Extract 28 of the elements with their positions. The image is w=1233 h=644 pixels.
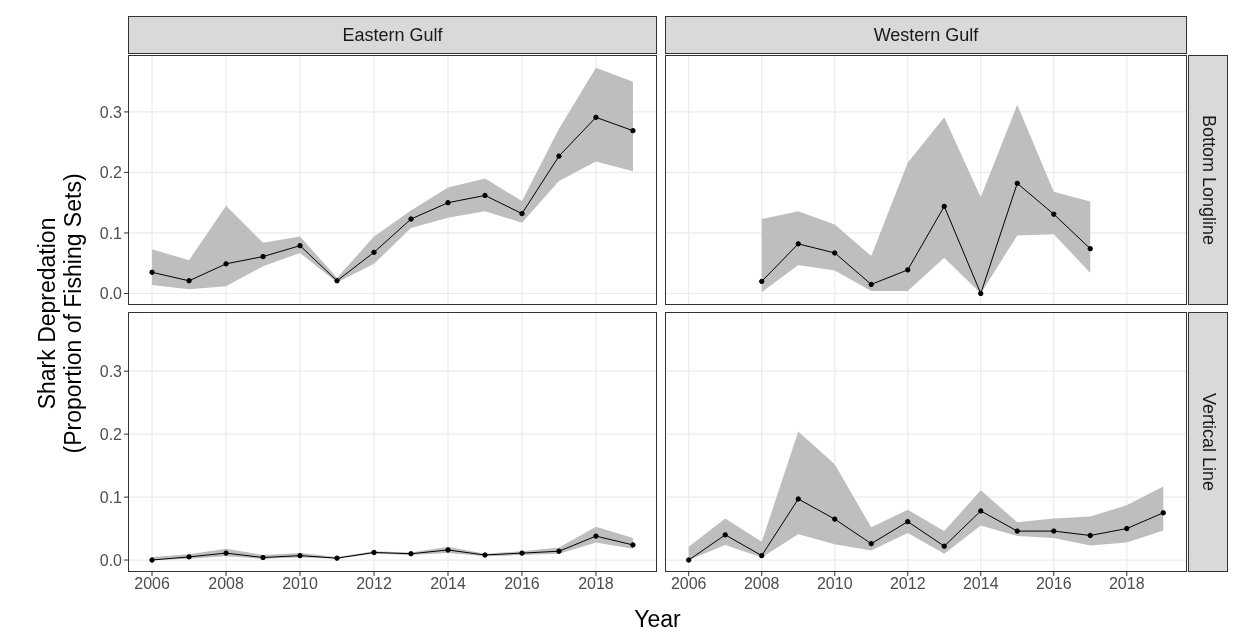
x-tick-label: 2016 bbox=[1035, 575, 1072, 593]
y-tick-label: 0.2 bbox=[99, 164, 123, 182]
x-tick-label: 2018 bbox=[1108, 575, 1145, 593]
chart-title: Western Gulf bbox=[665, 16, 1187, 54]
y2-axis-title: Vertical Line bbox=[1188, 312, 1228, 572]
y-tick-label: 0.1 bbox=[99, 224, 123, 242]
x-tick-label: 2008 bbox=[743, 575, 780, 593]
x-tick-label: 2016 bbox=[504, 575, 540, 593]
y-tick-label: 0.0 bbox=[99, 285, 123, 303]
x-tick-label: 2018 bbox=[578, 575, 614, 593]
x-tick-label: 2010 bbox=[282, 575, 318, 593]
x-tick-label: 2012 bbox=[356, 575, 392, 593]
y2-axis-title: Bottom Longline bbox=[1188, 55, 1228, 305]
x-axis-title: Year bbox=[633, 606, 682, 633]
x-tick-label: 2014 bbox=[430, 575, 466, 593]
chart-title: Eastern Gulf bbox=[128, 16, 657, 54]
y-tick-label: 0.3 bbox=[99, 103, 123, 121]
y-axis-title: Shark Depredation (Proportion of Fishing Sets) bbox=[33, 173, 87, 454]
x-tick-label: 2010 bbox=[816, 575, 853, 593]
x-tick-label: 2008 bbox=[208, 575, 244, 593]
x-tick-label: 2014 bbox=[962, 575, 999, 593]
x-tick-label: 2012 bbox=[889, 575, 926, 593]
y-tick-label: 0.3 bbox=[99, 362, 123, 380]
y-tick-label: 0.1 bbox=[99, 488, 123, 506]
y-tick-label: 0.2 bbox=[99, 425, 123, 443]
x-tick-label: 2006 bbox=[134, 575, 170, 593]
y-tick-label: 0.0 bbox=[99, 551, 123, 569]
x-tick-label: 2006 bbox=[670, 575, 707, 593]
